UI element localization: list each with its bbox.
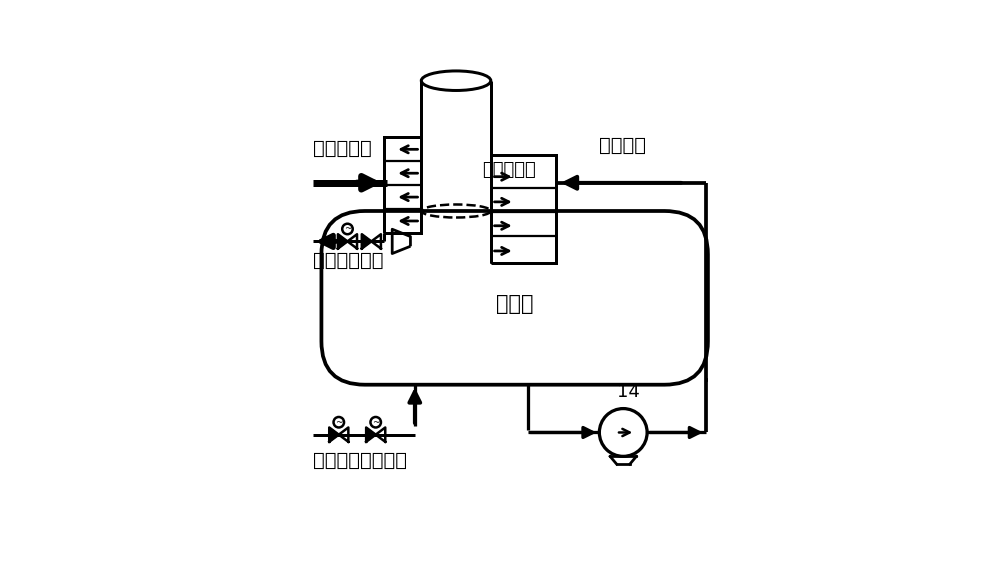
Polygon shape xyxy=(371,234,381,249)
Text: 除盐水来: 除盐水来 xyxy=(599,136,646,155)
Polygon shape xyxy=(362,234,371,249)
Polygon shape xyxy=(347,234,357,249)
Text: 储水区: 储水区 xyxy=(496,294,533,314)
Text: 雾化换热区: 雾化换热区 xyxy=(482,161,536,179)
Text: ~: ~ xyxy=(344,224,351,233)
Text: 工业蒸汽来: 工业蒸汽来 xyxy=(313,139,371,157)
Polygon shape xyxy=(339,428,348,442)
Polygon shape xyxy=(376,428,385,442)
Text: 汇入供汽母管: 汇入供汽母管 xyxy=(313,252,383,270)
Polygon shape xyxy=(366,428,376,442)
Text: 低温除盐水补水来: 低温除盐水补水来 xyxy=(313,451,407,470)
Ellipse shape xyxy=(421,71,491,90)
Text: 14: 14 xyxy=(617,383,639,401)
Polygon shape xyxy=(338,234,347,249)
Text: ~: ~ xyxy=(335,418,343,427)
Text: ~: ~ xyxy=(372,418,379,427)
Polygon shape xyxy=(329,428,339,442)
